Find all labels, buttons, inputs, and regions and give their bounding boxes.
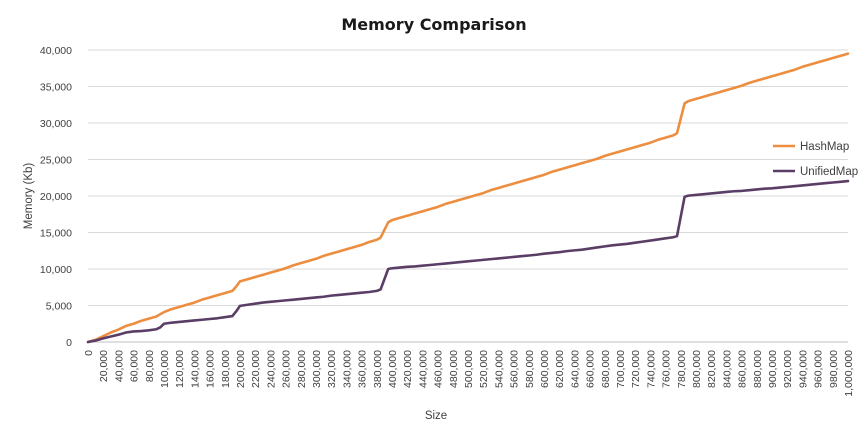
- x-tick-label: 120,000: [174, 350, 186, 388]
- y-axis-ticks: 0 5,000 10,000 15,000 20,000 25,000 30,000 35,0…: [40, 45, 72, 349]
- y-tick-label: 5,000: [46, 301, 72, 313]
- x-tick-label: 660,000: [585, 350, 597, 388]
- x-tick-label: 480,000: [448, 350, 460, 388]
- x-tick-label: 240,000: [265, 350, 277, 388]
- x-tick-label: 720,000: [630, 350, 642, 388]
- x-tick-label: 740,000: [645, 350, 657, 388]
- x-tick-label: 680,000: [600, 350, 612, 388]
- x-tick-label: 0: [83, 350, 95, 356]
- x-tick-label: 540,000: [493, 350, 505, 388]
- series-lines: [86, 52, 850, 344]
- x-tick-label: 20,000: [98, 350, 110, 382]
- x-tick-label: 80,000: [144, 350, 156, 382]
- gridlines: [88, 49, 848, 306]
- x-tick-label: 220,000: [250, 350, 262, 388]
- series-line-hashmap: [86, 52, 850, 344]
- x-tick-label: 60,000: [129, 350, 141, 382]
- x-tick-label: 620,000: [554, 350, 566, 388]
- legend-label-unifiedmap: UnifiedMap: [800, 166, 858, 178]
- x-tick-label: 560,000: [509, 350, 521, 388]
- x-tick-label: 140,000: [189, 350, 201, 388]
- x-tick-label: 820,000: [706, 350, 718, 388]
- x-tick-label: 400,000: [387, 350, 399, 388]
- x-axis-label: Size: [425, 410, 447, 422]
- x-tick-label: 180,000: [220, 350, 232, 388]
- x-tick-label: 980,000: [828, 350, 840, 388]
- y-tick-label: 0: [66, 337, 72, 349]
- y-axis-label: Memory (Kb): [23, 163, 35, 230]
- x-tick-label: 200,000: [235, 350, 247, 388]
- x-tick-label: 580,000: [524, 350, 536, 388]
- x-tick-label: 840,000: [721, 350, 733, 388]
- x-tick-label: 40,000: [113, 350, 125, 382]
- y-tick-label: 35,000: [40, 82, 72, 94]
- x-tick-label: 940,000: [797, 350, 809, 388]
- x-tick-label: 380,000: [372, 350, 384, 388]
- x-tick-label: 640,000: [569, 350, 581, 388]
- x-tick-label: 300,000: [311, 350, 323, 388]
- x-tick-label: 320,000: [326, 350, 338, 388]
- x-tick-label: 520,000: [478, 350, 490, 388]
- x-tick-label: 780,000: [676, 350, 688, 388]
- x-tick-label: 600,000: [539, 350, 551, 388]
- x-tick-label: 900,000: [767, 350, 779, 388]
- y-tick-label: 20,000: [40, 191, 72, 203]
- x-tick-label: 800,000: [691, 350, 703, 388]
- y-tick-label: 25,000: [40, 155, 72, 167]
- y-tick-label: 40,000: [40, 45, 72, 57]
- x-tick-label: 700,000: [615, 350, 627, 388]
- x-axis-ticks: 0 20,000 40,000 60,000 80,000 100,000 120,000 1…: [83, 350, 855, 397]
- x-tick-label: 360,000: [357, 350, 369, 388]
- x-tick-label: 960,000: [813, 350, 825, 388]
- x-tick-label: 440,000: [417, 350, 429, 388]
- x-tick-label: 1,000,000: [843, 350, 855, 397]
- x-tick-label: 160,000: [205, 350, 217, 388]
- x-tick-label: 280,000: [296, 350, 308, 388]
- x-tick-label: 260,000: [281, 350, 293, 388]
- y-tick-label: 10,000: [40, 264, 72, 276]
- y-tick-label: 30,000: [40, 118, 72, 130]
- x-tick-label: 500,000: [463, 350, 475, 388]
- x-tick-label: 420,000: [402, 350, 414, 388]
- x-tick-label: 340,000: [341, 350, 353, 388]
- x-tick-label: 760,000: [661, 350, 673, 388]
- x-tick-label: 860,000: [737, 350, 749, 388]
- x-tick-label: 920,000: [782, 350, 794, 388]
- x-tick-label: 880,000: [752, 350, 764, 388]
- x-tick-label: 100,000: [159, 350, 171, 388]
- series-line-unifiedmap: [86, 179, 850, 344]
- legend-label-hashmap: HashMap: [800, 141, 849, 153]
- y-tick-label: 15,000: [40, 228, 72, 240]
- chart-title: Memory Comparison: [341, 15, 526, 34]
- x-tick-label: 460,000: [433, 350, 445, 388]
- legend: HashMap UnifiedMap: [773, 141, 858, 178]
